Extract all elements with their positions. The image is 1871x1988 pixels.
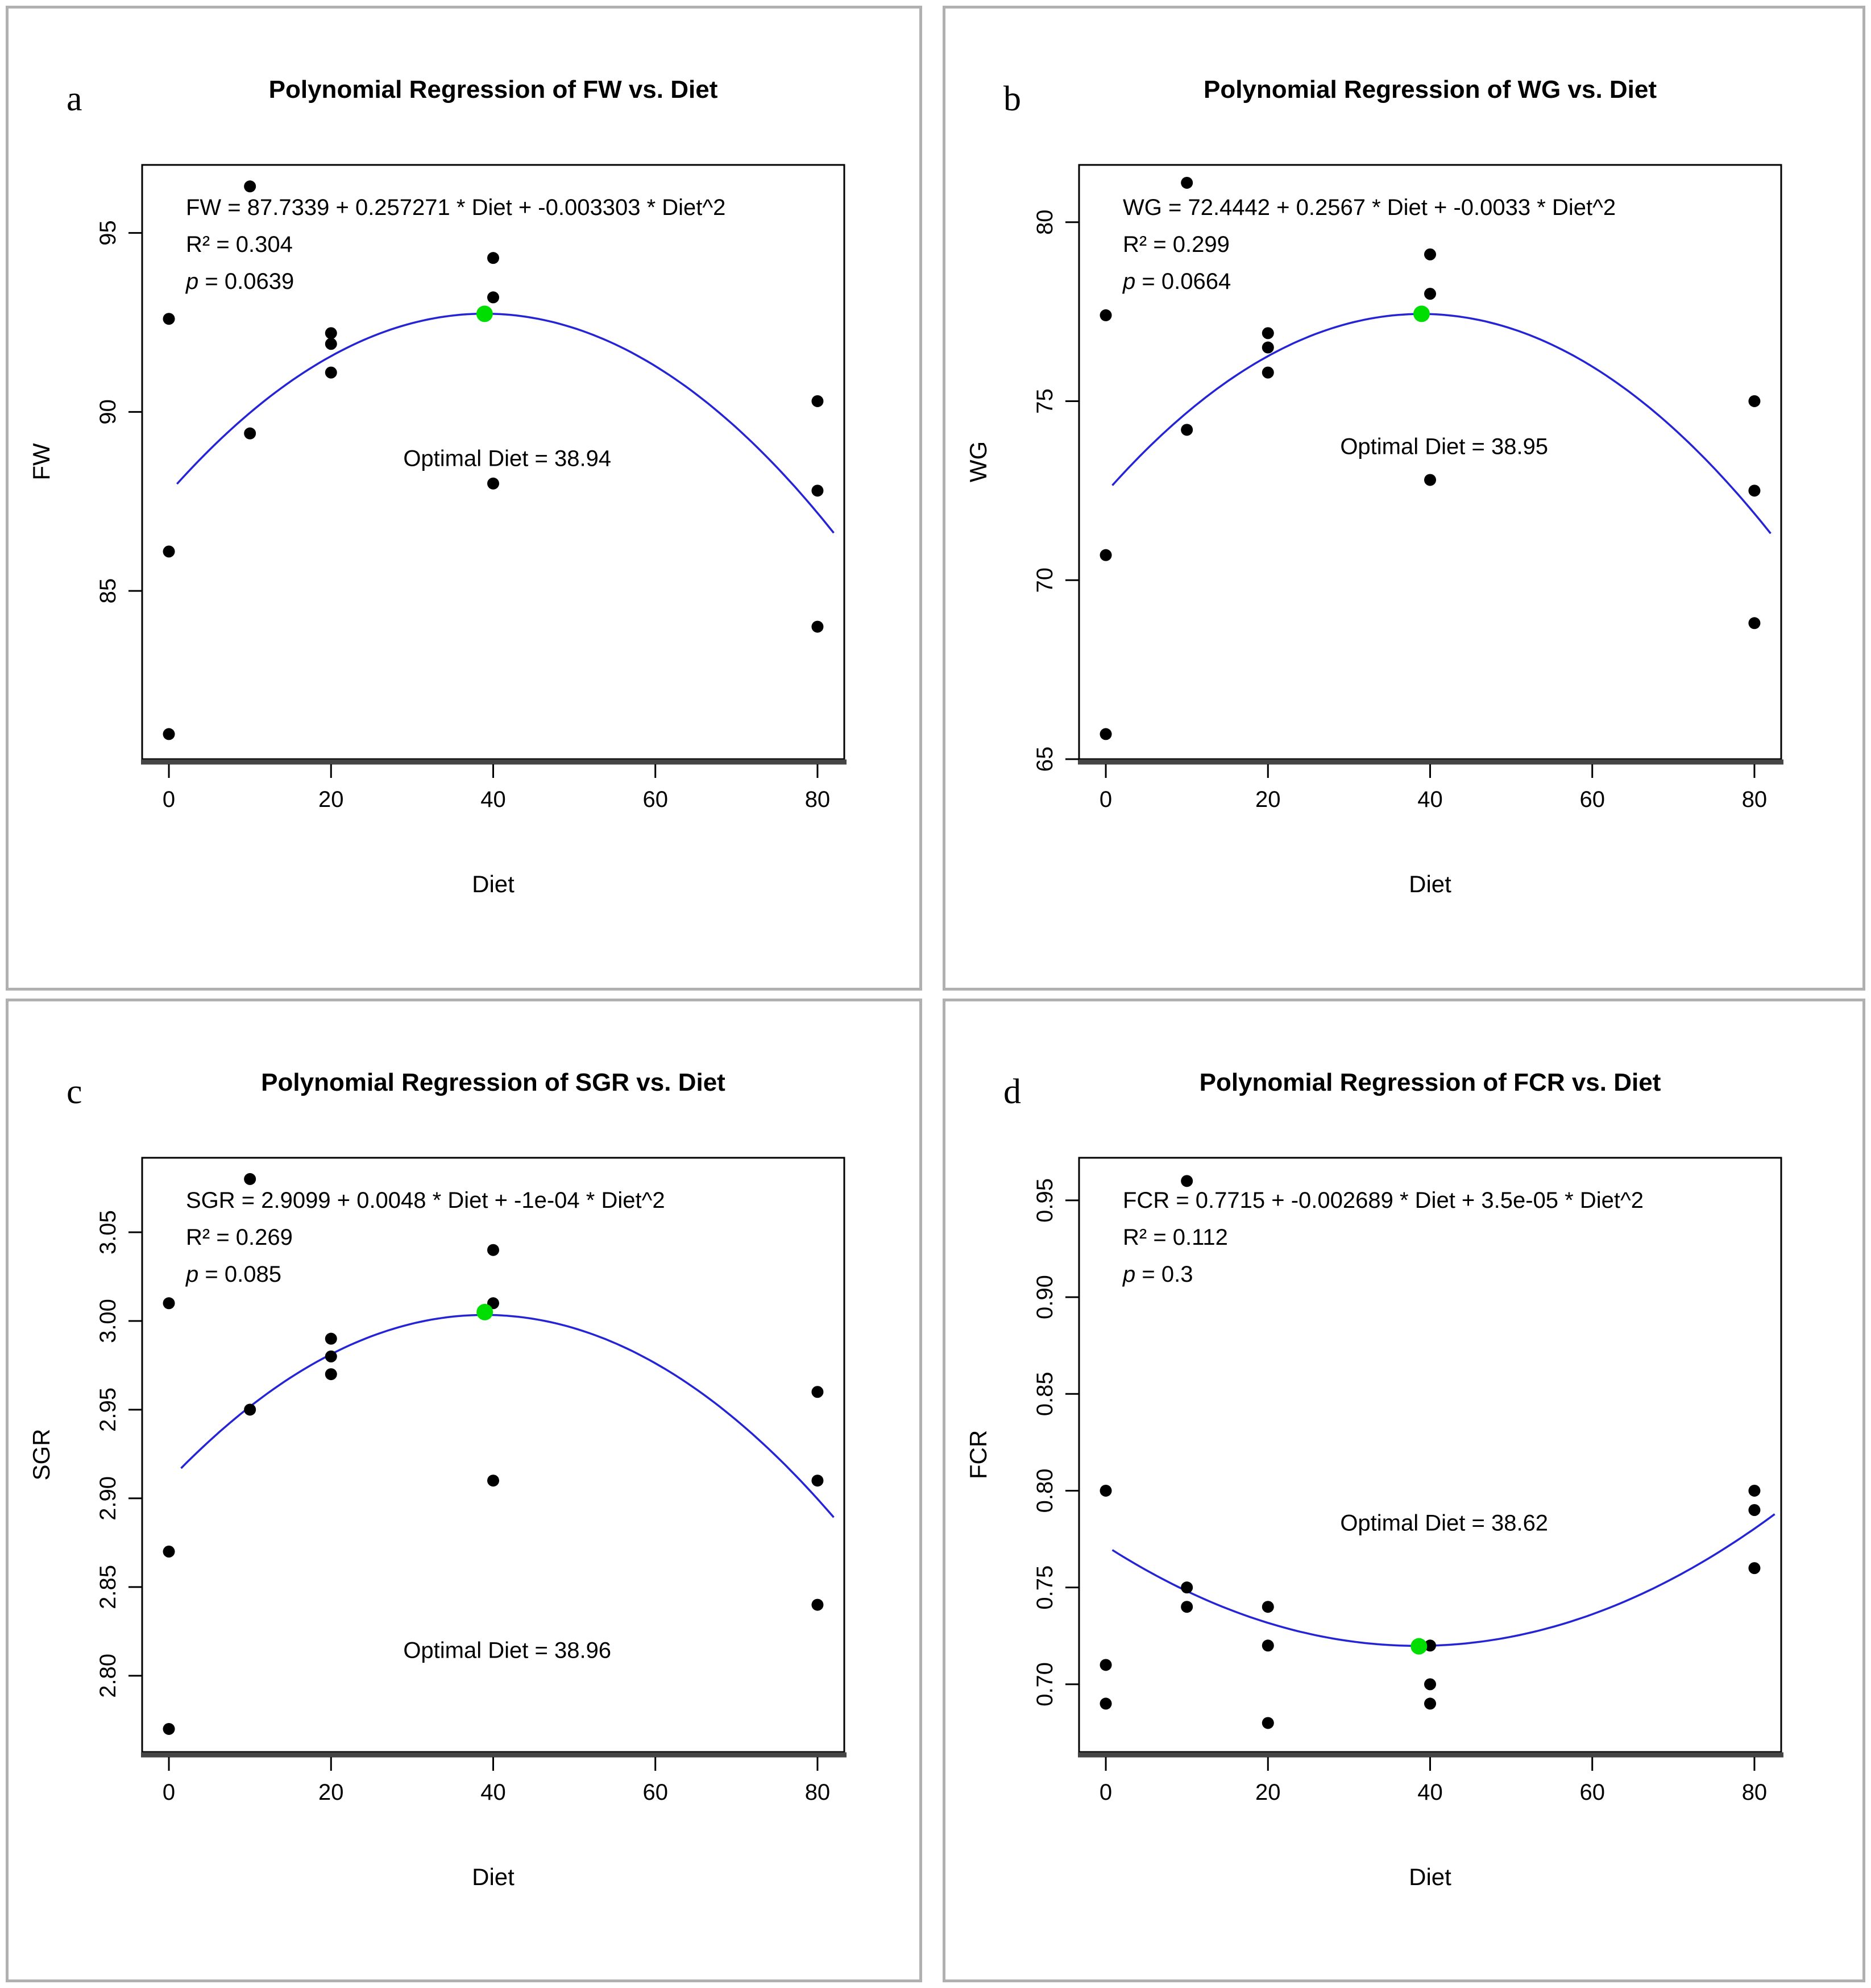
panel-b: 0 20 40 60 80 65 70 75 80 b Polynomial Regressio… <box>943 6 1865 991</box>
p-value-b: = 0.0664 <box>1142 269 1231 294</box>
panel-c: 0 20 40 60 80 2.80 2.85 2.90 2.95 3.00 3.05 c Poly… <box>6 999 922 1982</box>
svg-text:80: 80 <box>805 1780 831 1805</box>
svg-text:0: 0 <box>1100 1780 1112 1805</box>
p-value-text-b: p = 0.0664 <box>1123 263 1616 300</box>
r-squared-text-c: R² = 0.269 <box>186 1225 293 1250</box>
panel-letter-b: b <box>1003 80 1021 118</box>
optimal-diet-label-c: Optimal Diet = 38.96 <box>403 1638 612 1663</box>
svg-text:0.95: 0.95 <box>1032 1178 1057 1223</box>
svg-text:75: 75 <box>1032 388 1057 414</box>
p-value-text-c: p = 0.085 <box>186 1256 665 1293</box>
y-axis-title-b: WG <box>965 441 991 483</box>
chart-title-a: Polynomial Regression of FW vs. Diet <box>268 76 718 103</box>
r-squared-text-d: R² = 0.112 <box>1123 1225 1228 1250</box>
x-axis-title-a: Diet <box>472 871 515 897</box>
svg-text:60: 60 <box>642 1780 668 1805</box>
stats-block-a: FW = 87.7339 + 0.257271 * Diet + -0.0033… <box>186 189 725 300</box>
svg-text:60: 60 <box>1579 1780 1605 1805</box>
plot-area-d: 0 20 40 60 80 0.70 0.75 0.80 0.85 0.90 0.95 <box>1032 1157 1783 1805</box>
svg-text:0: 0 <box>163 1780 175 1805</box>
optimal-diet-label-a: Optimal Diet = 38.94 <box>403 446 612 471</box>
plot-area-b: 0 20 40 60 80 65 70 75 80 <box>1032 164 1783 812</box>
y-axis-title-a: FW <box>28 443 55 481</box>
equation-text-c: SGR = 2.9099 + 0.0048 * Diet + -1e-04 * … <box>186 1188 665 1213</box>
svg-text:3.05: 3.05 <box>96 1210 121 1254</box>
p-value-d: = 0.3 <box>1142 1262 1193 1287</box>
stats-block-b: WG = 72.4442 + 0.2567 * Diet + -0.0033 *… <box>1123 189 1616 300</box>
y-axis-title-c: SGR <box>28 1428 55 1481</box>
svg-text:0: 0 <box>1100 787 1112 812</box>
chart-title-c: Polynomial Regression of SGR vs. Diet <box>261 1068 725 1096</box>
equation-text-d: FCR = 0.7715 + -0.002689 * Diet + 3.5e-0… <box>1123 1188 1644 1213</box>
svg-text:0.80: 0.80 <box>1032 1469 1057 1513</box>
svg-text:60: 60 <box>1579 787 1605 812</box>
optimal-diet-label-d: Optimal Diet = 38.62 <box>1340 1510 1549 1536</box>
svg-text:60: 60 <box>642 787 668 812</box>
chart-title-b: Polynomial Regression of WG vs. Diet <box>1203 76 1657 103</box>
svg-text:2.85: 2.85 <box>96 1565 121 1609</box>
svg-text:85: 85 <box>96 578 121 604</box>
svg-text:40: 40 <box>480 1780 506 1805</box>
svg-text:40: 40 <box>480 787 506 812</box>
plot-area-a: 0 20 40 60 80 85 90 95 <box>96 164 847 812</box>
y-axis-title-d: FCR <box>965 1430 991 1480</box>
stats-block-c: SGR = 2.9099 + 0.0048 * Diet + -1e-04 * … <box>186 1182 665 1293</box>
panel-letter-a: a <box>67 80 82 118</box>
x-axis-title-b: Diet <box>1409 871 1451 897</box>
p-label-d: p <box>1123 1262 1136 1287</box>
svg-text:0.75: 0.75 <box>1032 1565 1057 1610</box>
svg-text:70: 70 <box>1032 568 1057 593</box>
svg-text:95: 95 <box>96 220 121 246</box>
svg-text:0: 0 <box>163 787 175 812</box>
svg-text:0.85: 0.85 <box>1032 1372 1057 1416</box>
optimal-diet-label-b: Optimal Diet = 38.95 <box>1340 434 1549 459</box>
p-value-text-a: p = 0.0639 <box>186 263 725 300</box>
p-value-text-d: p = 0.3 <box>1123 1256 1644 1293</box>
svg-text:65: 65 <box>1032 747 1057 772</box>
panel-a: 0 20 40 60 80 85 90 95 a Polynomial Regression … <box>6 6 922 991</box>
svg-text:90: 90 <box>96 399 121 425</box>
stats-block-d: FCR = 0.7715 + -0.002689 * Diet + 3.5e-0… <box>1123 1182 1644 1293</box>
p-value-a: = 0.0639 <box>205 269 294 294</box>
r-squared-text-a: R² = 0.304 <box>186 232 293 257</box>
p-label-b: p <box>1123 269 1136 294</box>
equation-text-b: WG = 72.4442 + 0.2567 * Diet + -0.0033 *… <box>1123 195 1616 220</box>
svg-text:80: 80 <box>1742 1780 1768 1805</box>
svg-text:80: 80 <box>1742 787 1768 812</box>
p-value-c: = 0.085 <box>205 1262 281 1287</box>
panel-d: 0 20 40 60 80 0.70 0.75 0.80 0.85 0.90 0.95 d Poly… <box>943 999 1865 1982</box>
panel-letter-d: d <box>1003 1072 1021 1111</box>
plot-area-c: 0 20 40 60 80 2.80 2.85 2.90 2.95 3.00 3.05 <box>96 1157 847 1805</box>
svg-text:20: 20 <box>318 1780 344 1805</box>
p-label-c: p <box>186 1262 199 1287</box>
svg-text:20: 20 <box>1255 787 1281 812</box>
svg-text:3.00: 3.00 <box>96 1299 121 1343</box>
svg-text:40: 40 <box>1417 787 1443 812</box>
svg-text:20: 20 <box>1255 1780 1281 1805</box>
panel-letter-c: c <box>67 1072 82 1111</box>
x-axis-title-c: Diet <box>472 1863 515 1890</box>
equation-text-a: FW = 87.7339 + 0.257271 * Diet + -0.0033… <box>186 195 726 220</box>
svg-text:0.90: 0.90 <box>1032 1275 1057 1319</box>
svg-text:40: 40 <box>1417 1780 1443 1805</box>
svg-text:2.90: 2.90 <box>96 1476 121 1521</box>
svg-text:2.95: 2.95 <box>96 1388 121 1432</box>
svg-text:80: 80 <box>1032 209 1057 235</box>
x-axis-title-d: Diet <box>1409 1863 1451 1890</box>
svg-text:2.80: 2.80 <box>96 1654 121 1698</box>
r-squared-text-b: R² = 0.299 <box>1123 232 1230 257</box>
svg-text:0.70: 0.70 <box>1032 1662 1057 1707</box>
svg-text:20: 20 <box>318 787 344 812</box>
p-label-a: p <box>186 269 199 294</box>
svg-text:80: 80 <box>805 787 831 812</box>
chart-title-d: Polynomial Regression of FCR vs. Diet <box>1199 1068 1661 1096</box>
